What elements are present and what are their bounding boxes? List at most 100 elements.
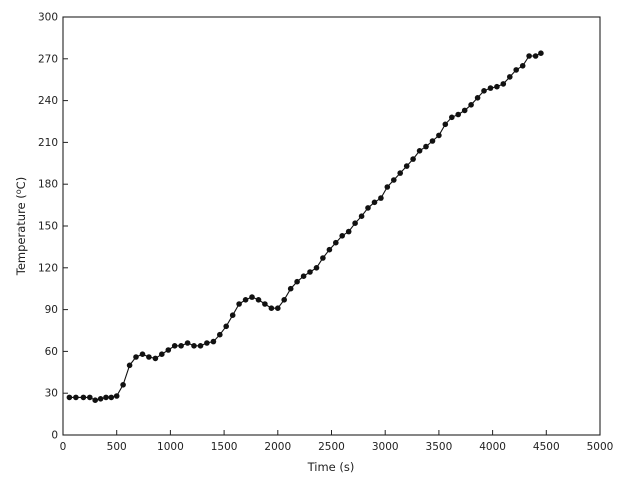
data-point [133, 354, 139, 360]
data-point [287, 285, 294, 292]
data-point [262, 301, 268, 307]
data-point [171, 343, 178, 349]
data-point [92, 397, 98, 404]
data-point [197, 343, 204, 349]
data-point [449, 114, 455, 121]
data-point [507, 74, 513, 80]
x-tick-label: 5000 [587, 441, 614, 453]
data-point [178, 343, 184, 349]
x-tick-label: 4500 [533, 441, 560, 453]
data-point [87, 394, 93, 401]
data-point [461, 107, 468, 114]
data-point [494, 83, 500, 90]
data-point [255, 297, 262, 303]
x-tick-label: 1500 [211, 441, 238, 453]
data-point [423, 143, 429, 150]
data-point [384, 184, 391, 190]
data-point [210, 338, 217, 345]
data-point [345, 228, 352, 235]
data-point [97, 396, 104, 402]
x-tick-label: 3500 [426, 441, 453, 453]
data-point [455, 111, 462, 118]
data-point [320, 255, 326, 261]
y-tick-label: 60 [45, 346, 58, 358]
data-point [519, 63, 526, 69]
data-point [429, 138, 436, 144]
x-axis: 0 500 1000 1500 2000 2500 3000 3500 4000 4500 5000 [60, 430, 614, 453]
data-point [249, 294, 255, 300]
y-tick-label: 270 [38, 53, 58, 65]
data-point [532, 53, 539, 59]
data-point [352, 220, 358, 226]
data-point [442, 121, 449, 128]
data-point [73, 394, 79, 401]
data-point [403, 163, 410, 169]
data-point [391, 177, 397, 183]
data-point [165, 347, 172, 353]
data-point [80, 394, 87, 401]
data-point [397, 170, 404, 176]
data-point [236, 301, 242, 307]
data-point [339, 233, 346, 239]
y-tick-label: 120 [38, 262, 58, 274]
data-point [468, 102, 474, 108]
x-axis-label: Time (s) [307, 460, 355, 474]
data-point [526, 53, 532, 59]
data-point [120, 382, 126, 388]
data-point [358, 213, 365, 219]
x-tick-label: 3000 [372, 441, 399, 453]
y-tick-label: 90 [45, 304, 58, 316]
data-point [242, 297, 249, 303]
x-tick-label: 1000 [157, 441, 184, 453]
x-tick-label: 2000 [264, 441, 291, 453]
data-point [108, 394, 115, 401]
data-point [500, 81, 507, 87]
data-point [152, 355, 159, 362]
data-point [538, 50, 544, 56]
data-point [184, 340, 191, 346]
data-point [513, 67, 519, 73]
y-axis-label-main: Temperature ( [14, 194, 28, 276]
y-tick-label: 210 [38, 137, 58, 149]
data-point [365, 205, 371, 211]
plot-frame [62, 16, 601, 436]
y-tick-label: 180 [38, 179, 58, 191]
x-tick-label: 500 [107, 441, 127, 453]
data-point [300, 273, 307, 280]
data-point [371, 199, 378, 206]
data-points [66, 50, 544, 404]
data-point [113, 393, 120, 399]
y-axis: 0 30 60 90 120 150 180 210 240 270 300 [38, 12, 68, 442]
data-point [223, 323, 229, 330]
data-point [229, 312, 236, 319]
data-point [378, 195, 384, 201]
data-point [281, 297, 288, 303]
data-point [139, 351, 146, 358]
data-point [126, 362, 133, 369]
data-point [294, 278, 300, 285]
data-point [487, 85, 494, 91]
data-point [159, 351, 165, 358]
y-tick-label: 0 [51, 430, 58, 442]
y-tick-label: 150 [38, 221, 58, 233]
data-point [481, 88, 487, 94]
data-point [275, 305, 281, 312]
data-point [474, 95, 481, 101]
data-point [313, 265, 320, 271]
y-tick-label: 30 [45, 388, 58, 400]
data-point [307, 269, 313, 275]
data-point [326, 246, 333, 253]
y-axis-label-unit: C) [14, 177, 28, 190]
data-point [410, 156, 416, 162]
y-axis-label-superscript: o [14, 189, 23, 194]
data-point [204, 340, 210, 346]
y-tick-label: 300 [38, 12, 58, 24]
data-point [191, 343, 197, 349]
data-point [333, 239, 339, 246]
y-tick-label: 240 [38, 95, 58, 107]
data-point [66, 394, 73, 401]
x-tick-label: 2500 [318, 441, 345, 453]
data-point [217, 331, 223, 338]
data-point [416, 148, 423, 154]
